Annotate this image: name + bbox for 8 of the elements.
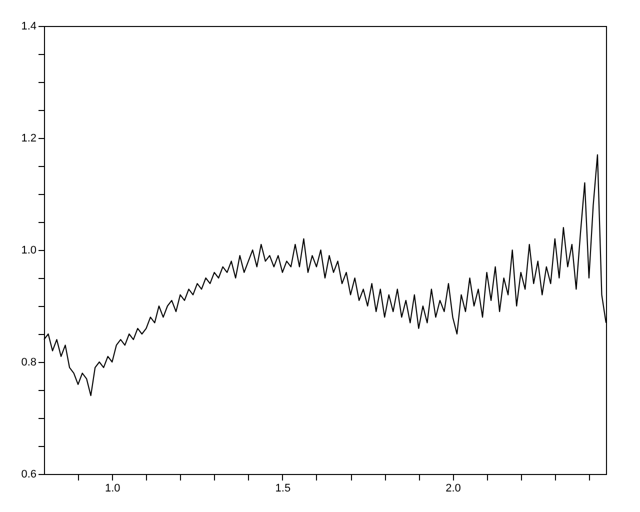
y-tick-label: 1.0 [21, 244, 36, 256]
x-tick-label: 2.0 [446, 482, 461, 494]
y-tick-label: 0.6 [21, 468, 36, 480]
y-tick-label: 0.8 [21, 356, 36, 368]
x-tick-label: 1.0 [104, 482, 120, 494]
x-tick-label: 1.5 [275, 482, 291, 494]
y-tick-label: 1.2 [21, 132, 36, 144]
y-tick-label: 1.4 [21, 20, 36, 32]
